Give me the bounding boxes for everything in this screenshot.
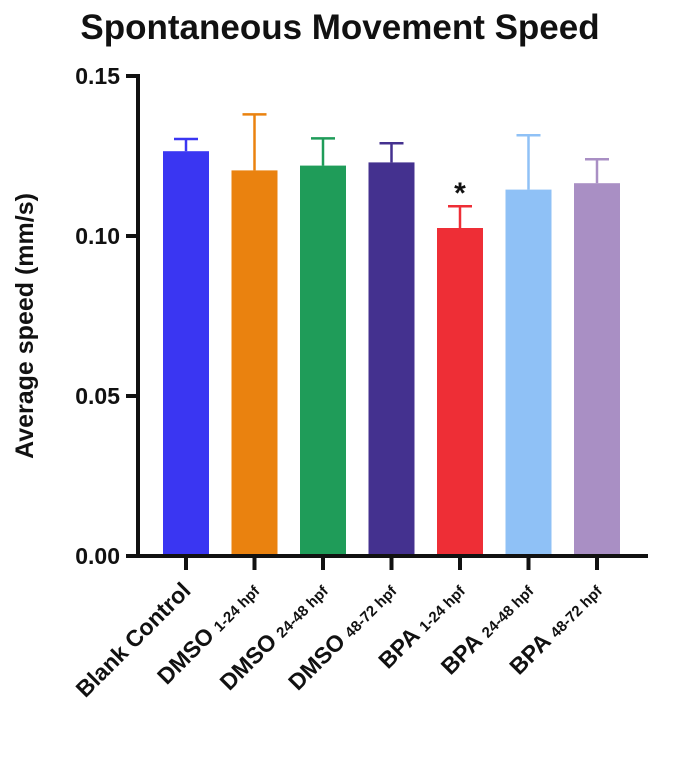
x-tick-label-main: BPA (504, 628, 556, 680)
error-bar (242, 113, 267, 171)
error-bar (448, 204, 472, 228)
y-axis-label: Average speed (mm/s) (11, 193, 39, 459)
chart-title: Spontaneous Movement Speed (80, 8, 600, 47)
x-tick-label-sub: 48-72 hpf (547, 582, 606, 641)
bar (231, 170, 278, 556)
bar (163, 151, 209, 556)
error-bar (585, 157, 609, 184)
y-tick-label: 0.10 (75, 223, 120, 249)
x-tick-label-main: DMSO (283, 628, 350, 695)
y-tick-label: 0.15 (75, 63, 120, 89)
x-tick-label-main: BPA (436, 628, 488, 680)
bar (437, 228, 483, 556)
bar (300, 165, 346, 556)
bar (574, 183, 620, 556)
significance-marker: * (454, 177, 466, 210)
error-bar (516, 133, 541, 190)
x-tick-label-main: DMSO (152, 622, 219, 689)
x-tick-label-sub: 24-48 hpf (273, 582, 332, 641)
error-bar (311, 137, 335, 166)
x-tick-label-main: DMSO (215, 628, 282, 695)
x-tick-label-sub: 1-24 hpf (211, 582, 264, 635)
x-tick-label-main: BPA (373, 622, 425, 674)
y-tick-label: 0.00 (75, 543, 120, 569)
bar (368, 162, 415, 556)
bar (505, 189, 552, 556)
error-bar (174, 137, 198, 152)
x-tick-label-main: Blank Control (71, 577, 196, 702)
x-tick-label-sub: 48-72 hpf (342, 582, 401, 641)
x-tick-label: Blank Control (71, 577, 196, 702)
x-tick-label-sub: 1-24 hpf (416, 582, 469, 635)
x-tick-label-sub: 24-48 hpf (479, 582, 538, 641)
x-tick-label: DMSO48-72 hpf (283, 576, 402, 695)
y-tick-label: 0.05 (75, 383, 120, 409)
error-bar (379, 141, 404, 163)
